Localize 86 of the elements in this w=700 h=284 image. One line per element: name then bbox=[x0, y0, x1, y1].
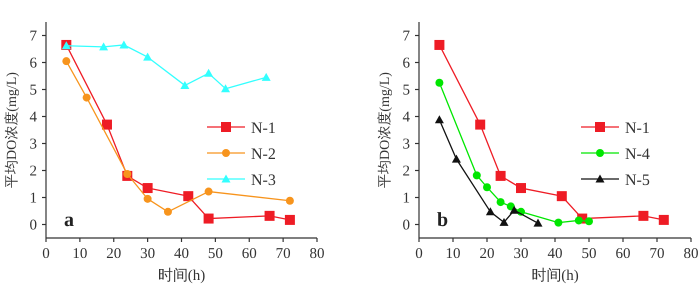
point bbox=[486, 207, 495, 216]
point bbox=[99, 42, 108, 50]
point bbox=[286, 196, 294, 205]
point bbox=[475, 120, 486, 130]
point bbox=[119, 40, 128, 48]
x-tick-label: 0 bbox=[415, 246, 423, 262]
x-tick-label: 60 bbox=[242, 246, 257, 262]
legend-label: N-3 bbox=[251, 172, 276, 189]
y-tick-label: 5 bbox=[402, 82, 410, 98]
point bbox=[262, 72, 271, 81]
point bbox=[554, 218, 562, 227]
y-tick-label: 7 bbox=[402, 28, 410, 44]
x-tick-label: 30 bbox=[514, 246, 528, 262]
point bbox=[164, 208, 172, 216]
point bbox=[434, 40, 444, 50]
legend-label: N-2 bbox=[251, 146, 276, 163]
x-tick-label: 60 bbox=[616, 246, 630, 262]
point bbox=[500, 218, 508, 226]
y-tick-label: 7 bbox=[30, 28, 38, 44]
legend-label: N-4 bbox=[625, 146, 650, 163]
point bbox=[204, 214, 214, 224]
point bbox=[264, 210, 275, 221]
y-tick-label: 4 bbox=[30, 110, 38, 126]
point bbox=[452, 154, 461, 163]
point bbox=[143, 52, 152, 61]
x-tick-label: 40 bbox=[548, 246, 562, 262]
point bbox=[516, 183, 526, 194]
x-tick-label: 80 bbox=[310, 246, 324, 262]
y-tick-label: 5 bbox=[30, 82, 37, 98]
y-tick-label: 1 bbox=[30, 190, 37, 206]
y-tick-label: 1 bbox=[402, 190, 410, 206]
point bbox=[658, 214, 669, 225]
point bbox=[204, 188, 213, 196]
point bbox=[556, 191, 567, 202]
point bbox=[180, 80, 190, 89]
y-axis-title: 平均DO浓度(mg/L) bbox=[377, 72, 393, 188]
x-tick-label: 70 bbox=[650, 246, 664, 262]
point bbox=[434, 115, 444, 124]
x-tick-label: 20 bbox=[106, 246, 122, 262]
annotation: a bbox=[64, 209, 74, 231]
point bbox=[123, 170, 132, 178]
point bbox=[82, 94, 91, 102]
legend-label: N-1 bbox=[625, 120, 650, 137]
point bbox=[496, 198, 505, 206]
x-tick-label: 0 bbox=[42, 246, 50, 262]
point bbox=[144, 194, 152, 203]
y-tick-label: 3 bbox=[402, 136, 410, 152]
point bbox=[142, 183, 153, 194]
x-tick-label: 50 bbox=[582, 246, 596, 262]
point bbox=[102, 120, 112, 130]
legend-label: N-1 bbox=[251, 120, 276, 137]
point bbox=[221, 84, 230, 92]
y-tick-label: 4 bbox=[402, 110, 410, 126]
x-tick-label: 20 bbox=[480, 246, 494, 262]
x-axis-title: 时间(h) bbox=[531, 267, 579, 284]
legend-label: N-5 bbox=[625, 172, 650, 189]
y-tick-label: 0 bbox=[30, 218, 37, 234]
annotation: b bbox=[437, 209, 448, 231]
y-tick-label: 6 bbox=[402, 56, 410, 72]
point bbox=[510, 206, 519, 214]
x-tick-label: 40 bbox=[174, 246, 189, 262]
point bbox=[496, 170, 506, 181]
x-tick-label: 70 bbox=[276, 246, 291, 262]
point bbox=[284, 214, 295, 225]
x-tick-label: 10 bbox=[446, 246, 460, 262]
point bbox=[585, 217, 593, 226]
point bbox=[638, 210, 648, 221]
y-tick-label: 2 bbox=[30, 164, 37, 180]
point bbox=[574, 216, 583, 224]
point bbox=[483, 183, 491, 192]
y-tick-label: 2 bbox=[402, 164, 410, 180]
point bbox=[183, 191, 194, 202]
point bbox=[472, 171, 481, 180]
y-tick-label: 0 bbox=[402, 218, 410, 234]
point bbox=[62, 57, 70, 66]
point bbox=[534, 218, 542, 227]
x-tick-label: 80 bbox=[684, 246, 698, 262]
x-tick-label: 30 bbox=[140, 246, 156, 262]
x-tick-label: 10 bbox=[72, 246, 88, 262]
y-axis-title: 平均DO浓度(mg/L) bbox=[4, 72, 20, 188]
point bbox=[204, 68, 214, 77]
y-tick-label: 6 bbox=[30, 56, 38, 72]
point bbox=[435, 78, 444, 87]
x-tick-label: 50 bbox=[208, 246, 223, 262]
x-axis-title: 时间(h) bbox=[158, 267, 206, 284]
y-tick-label: 3 bbox=[30, 136, 37, 152]
